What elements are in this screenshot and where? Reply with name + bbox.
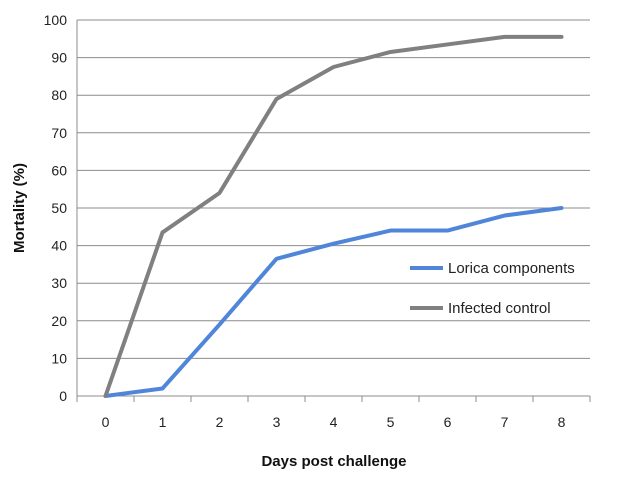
x-tick-label: 6: [444, 414, 452, 430]
gridlines: [77, 19, 590, 359]
y-tick-label: 60: [51, 162, 67, 178]
y-tick-label: 90: [51, 50, 67, 66]
x-axis-title: Days post challenge: [261, 453, 406, 470]
x-tick-labels: 0 1 2 3 4 5 6 7 8: [102, 414, 566, 430]
x-tick-label: 0: [102, 414, 110, 430]
y-tick-label: 100: [44, 12, 68, 28]
x-tick-label: 3: [273, 414, 281, 430]
y-axis-title: Mortality (%): [11, 163, 28, 253]
series-line-1: [103, 34, 564, 398]
y-tick-label: 10: [51, 350, 67, 366]
x-tick-label: 5: [387, 414, 395, 430]
y-tick-label: 40: [51, 238, 67, 254]
legend: Lorica components Infected control: [410, 260, 575, 317]
y-tick-label: 30: [51, 275, 67, 291]
legend-label-0: Lorica components: [448, 260, 575, 277]
y-tick-label: 0: [59, 388, 67, 404]
y-tick-label: 50: [51, 200, 67, 216]
x-tick-label: 4: [330, 414, 338, 430]
series-line-0: [103, 206, 564, 398]
y-tick-label: 70: [51, 125, 67, 141]
y-tick-label: 80: [51, 87, 67, 103]
legend-label-1: Infected control: [448, 300, 551, 317]
y-tick-labels: 0 10 20 30 40 50 60 70 80 90 100: [44, 12, 68, 404]
x-tick-label: 2: [216, 414, 224, 430]
y-tick-label: 20: [51, 313, 67, 329]
x-tick-label: 7: [501, 414, 509, 430]
x-tick-label: 8: [558, 414, 566, 430]
x-tick-label: 1: [159, 414, 167, 430]
series-lines: [103, 34, 564, 398]
axes: [76, 20, 591, 402]
